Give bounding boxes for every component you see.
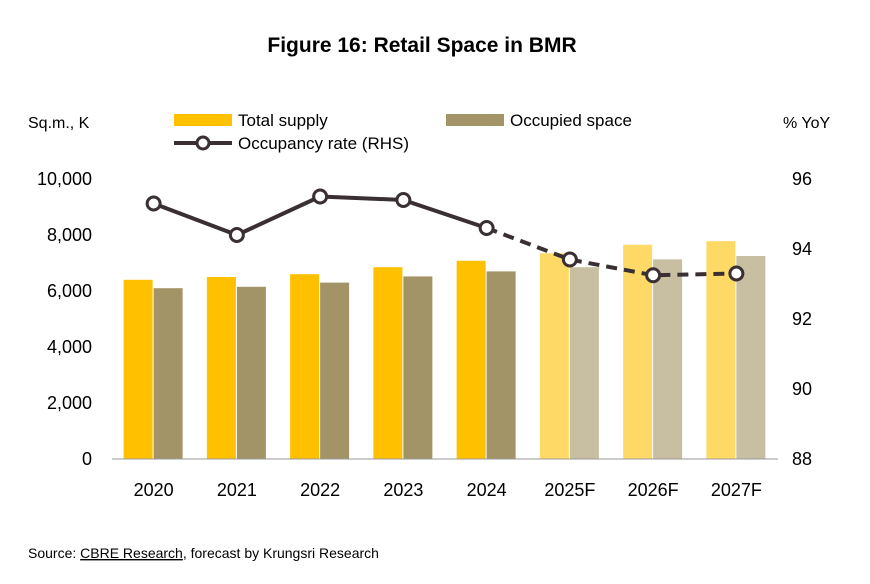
bar-occupied-space-2026f [653,259,683,459]
occupancy-point-2025f [561,251,578,268]
source-note: Source: CBRE Research, forecast by Krung… [28,545,379,561]
y-left-tick-label: 10,000 [37,169,92,189]
x-tick-label: 2020 [134,480,174,500]
legend-swatch-occupancy-marker [195,135,211,151]
bar-occupied-space-2024 [486,271,516,459]
right-axis-unit: % YoY [783,115,830,132]
y-right-tick-label: 96 [792,169,812,189]
x-tick-label: 2026F [628,480,679,500]
bar-occupied-space-2022 [320,282,350,459]
occupancy-line-forecast [485,226,737,278]
bar-occupied-space-2021 [236,286,266,459]
legend-label-occupied-space: Occupied space [510,111,632,130]
occupancy-point-2026f [645,267,662,284]
bar-total-supply-2024 [456,260,486,459]
occupancy-line-layer [145,188,745,284]
occupancy-point-2021 [228,227,245,243]
bar-occupied-space-2025f [569,267,599,459]
legend-swatch-occupied-space [446,114,504,126]
x-tick-label: 2027F [711,480,762,500]
x-tick-label: 2025F [544,480,595,500]
legend-swatch-total-supply [174,114,232,126]
source-link[interactable]: CBRE Research [80,545,183,561]
x-tick-label: 2021 [217,480,257,500]
y-right-tick-label: 88 [792,449,812,469]
x-tick-label: 2022 [300,480,340,500]
occupancy-point-2027f [728,265,745,282]
x-tick-label: 2024 [467,480,507,500]
y-right-tick-label: 94 [792,239,812,259]
y-left-tick-label: 2,000 [47,393,92,413]
bar-total-supply-2023 [373,267,403,459]
occupancy-point-2024 [478,220,495,236]
right-axis-ticks: 88 90 92 94 96 [792,169,812,469]
occupancy-point-2022 [312,188,329,205]
bar-total-supply-2022 [290,274,320,459]
occupancy-point-2023 [395,192,412,208]
bars [123,241,766,459]
y-right-tick-label: 92 [792,309,812,329]
left-axis-unit: Sq.m., K [28,115,90,132]
bar-total-supply-2025f [539,253,569,459]
bar-occupied-space-2020 [153,288,183,459]
legend-label-occupancy-rate: Occupancy rate (RHS) [238,134,409,153]
legend-label-total-supply: Total supply [238,111,328,130]
y-right-tick-label: 90 [792,379,812,399]
bar-total-supply-2020 [123,279,153,459]
y-left-tick-label: 6,000 [47,281,92,301]
x-tick-label: 2023 [383,480,423,500]
chart-title: Figure 16: Retail Space in BMR [267,34,576,57]
y-left-tick-label: 4,000 [47,337,92,357]
bar-occupied-space-2027f [736,256,766,459]
x-axis-ticks: 2020 2021 2022 2023 2024 2025F 2026F 2027F [134,480,762,500]
left-axis-ticks: 0 2,000 4,000 6,000 8,000 10,000 [37,169,92,469]
bar-total-supply-2021 [206,277,236,459]
source-prefix: Source: [28,545,80,561]
bar-occupied-space-2023 [403,276,433,459]
y-left-tick-label: 0 [82,449,92,469]
occupancy-point-2020 [145,195,162,212]
y-left-tick-label: 8,000 [47,225,92,245]
legend: Total supply Occupied space Occupancy ra… [174,111,632,153]
source-suffix: , forecast by Krungsri Research [183,545,379,561]
